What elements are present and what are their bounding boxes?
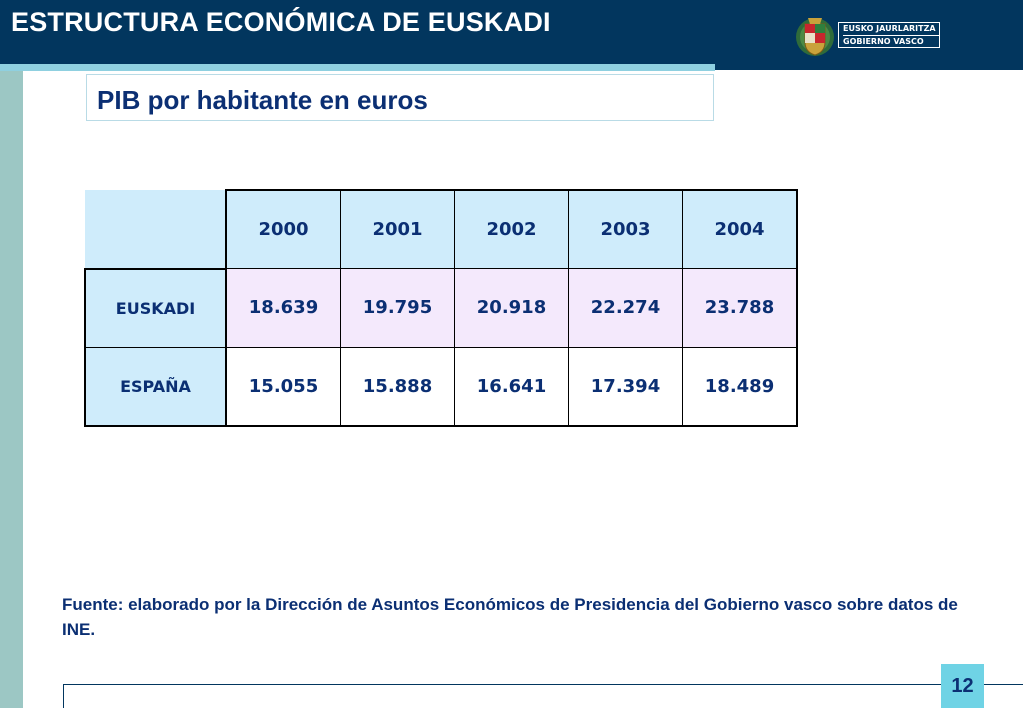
source-note: Fuente: elaborado por la Dirección de As…	[62, 595, 958, 639]
header-bar: ESTRUCTURA ECONÓMICA DE EUSKADI EUSKO JA…	[0, 0, 1023, 70]
table-cell: 15.888	[340, 346, 455, 427]
gdp-table: 2000 2001 2002 2003 2004 EUSKADI 18.639 …	[84, 189, 798, 427]
footer-divider	[63, 684, 1023, 685]
table-cell: 19.795	[340, 268, 455, 348]
logo-line-2: GOBIERNO VASCO	[843, 35, 939, 48]
year-header: 2003	[568, 189, 683, 269]
row-label: EUSKADI	[84, 267, 227, 348]
table-cell: 17.394	[568, 346, 683, 427]
table-cell: 18.639	[225, 268, 341, 348]
footer-divider-tick	[63, 684, 64, 708]
year-header: 2002	[454, 189, 569, 269]
slide-subtitle: PIB por habitante en euros	[97, 85, 428, 115]
year-header: 2000	[225, 189, 341, 269]
logo-text: EUSKO JAURLARITZA GOBIERNO VASCO	[838, 22, 940, 48]
table-row: EUSKADI 18.639 19.795 20.918 22.274 23.7…	[84, 267, 798, 348]
table-corner-cell	[85, 190, 226, 269]
page-number: 12	[941, 664, 984, 708]
year-header: 2001	[340, 189, 455, 269]
table-header-row: 2000 2001 2002 2003 2004	[85, 189, 798, 269]
table-cell: 15.055	[225, 346, 341, 427]
table-row: ESPAÑA 15.055 15.888 16.641 17.394 18.48…	[84, 346, 798, 427]
left-side-bar	[0, 71, 23, 708]
table-cell: 18.489	[682, 346, 798, 427]
table-cell: 20.918	[454, 268, 569, 348]
header-title: ESTRUCTURA ECONÓMICA DE EUSKADI	[11, 7, 551, 37]
row-label: ESPAÑA	[84, 346, 227, 427]
government-logo: EUSKO JAURLARITZA GOBIERNO VASCO	[794, 14, 946, 58]
subtitle-box: PIB por habitante en euros	[86, 74, 714, 121]
table-cell: 22.274	[568, 268, 683, 348]
coat-of-arms-icon	[796, 18, 834, 56]
year-header: 2004	[682, 189, 798, 269]
logo-line-1: EUSKO JAURLARITZA	[843, 24, 936, 33]
table-cell: 23.788	[682, 268, 798, 348]
accent-stripe	[0, 64, 715, 71]
table-cell: 16.641	[454, 346, 569, 427]
